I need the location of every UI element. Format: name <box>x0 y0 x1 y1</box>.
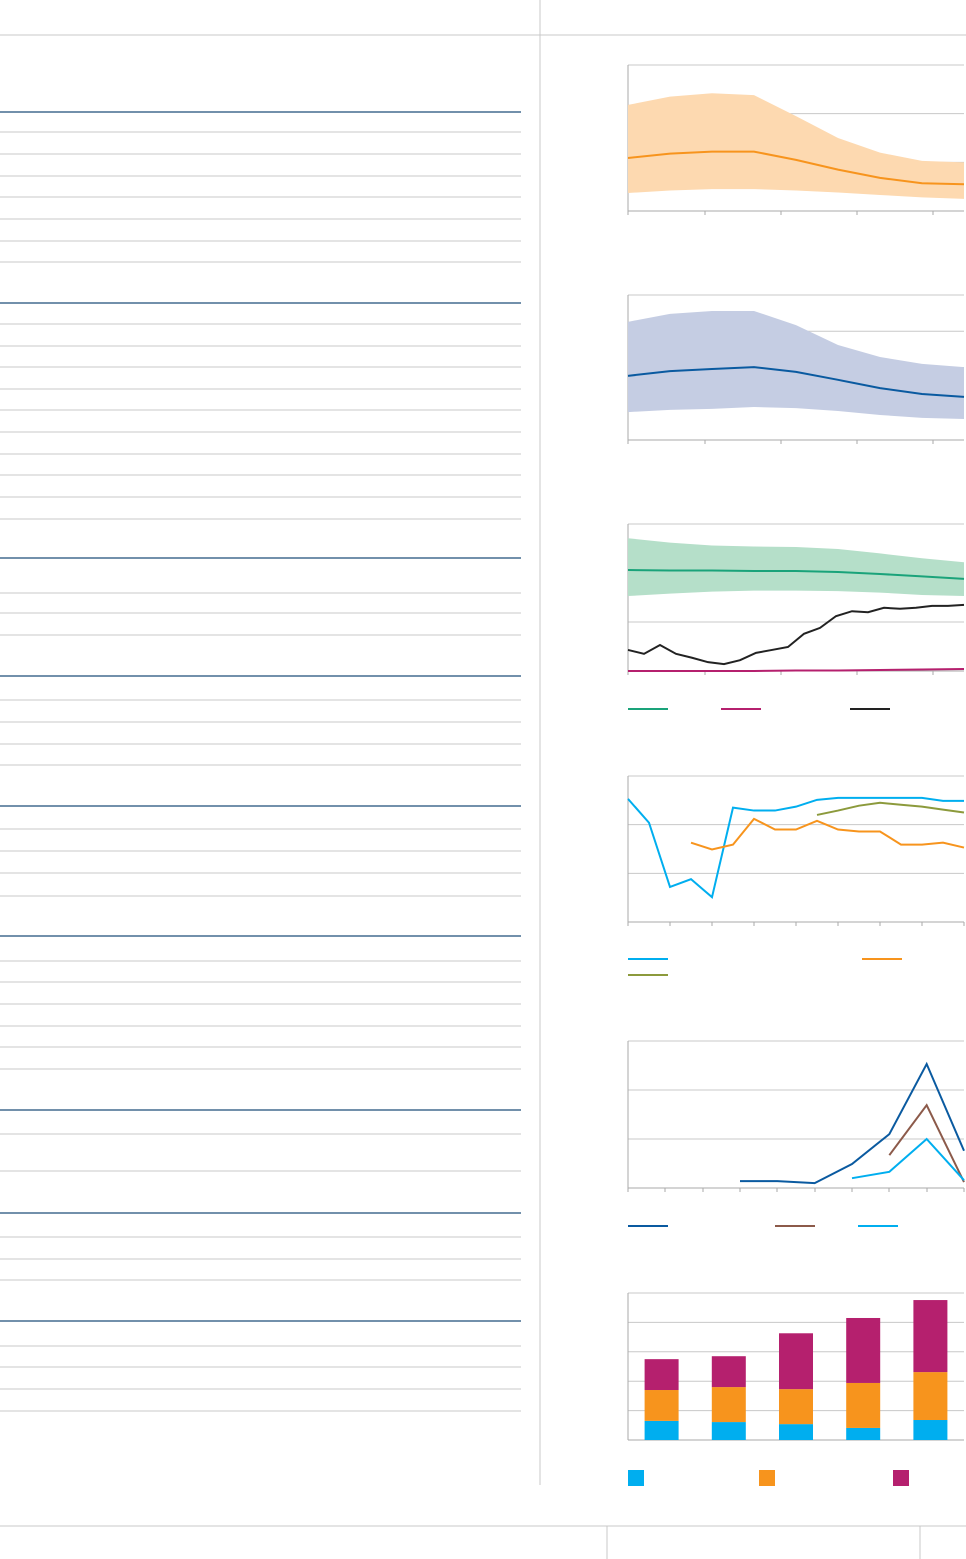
bar-segment <box>779 1333 813 1390</box>
chart <box>627 294 965 444</box>
bar-segment <box>846 1427 881 1440</box>
bar-segment <box>913 1420 948 1440</box>
bar-segment <box>711 1356 746 1388</box>
line <box>851 1137 965 1181</box>
bar-segment <box>644 1420 679 1440</box>
bar-segment <box>913 1300 948 1373</box>
bar-segment <box>711 1422 746 1440</box>
line <box>627 603 965 666</box>
chart <box>627 523 965 710</box>
bar-segment <box>779 1424 813 1440</box>
bar-segment <box>846 1317 881 1383</box>
chart <box>627 1292 964 1486</box>
line <box>627 796 964 900</box>
bar-segment <box>644 1390 679 1421</box>
legend-swatch <box>759 1470 775 1486</box>
band <box>628 310 964 419</box>
line <box>888 1103 965 1183</box>
band <box>628 538 964 597</box>
line <box>627 150 965 186</box>
line <box>627 366 965 398</box>
bar-segment <box>779 1389 813 1425</box>
chart <box>627 1040 965 1227</box>
legend-swatch <box>893 1470 909 1486</box>
line <box>740 1061 965 1185</box>
table-rules <box>0 111 521 1412</box>
line <box>627 569 965 580</box>
bar-segment <box>711 1387 746 1423</box>
line <box>816 801 965 816</box>
bar-segment <box>644 1359 679 1391</box>
legend-swatch <box>628 1470 644 1486</box>
chart <box>627 775 965 976</box>
band <box>628 93 964 199</box>
line <box>628 668 965 672</box>
line <box>690 817 965 851</box>
chart <box>627 64 965 215</box>
bar-segment <box>913 1372 948 1421</box>
bar-segment <box>846 1382 881 1428</box>
